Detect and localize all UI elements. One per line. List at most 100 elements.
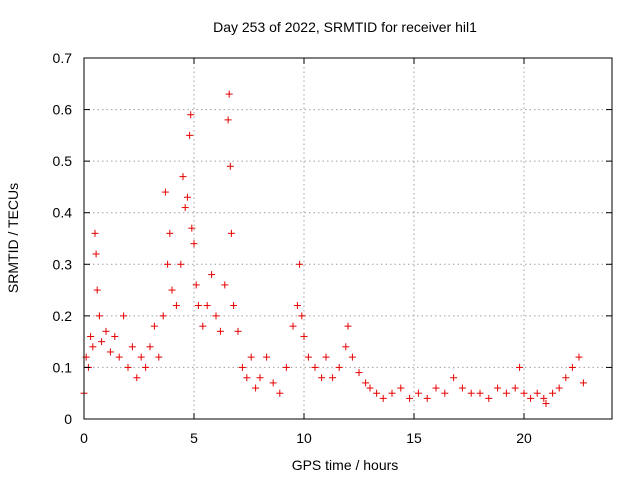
data-point [172, 302, 180, 310]
data-point [164, 260, 172, 268]
data-point [397, 384, 405, 392]
data-point [190, 240, 198, 248]
data-point [311, 363, 319, 371]
data-point [98, 338, 106, 346]
data-point [166, 229, 174, 237]
data-point [128, 343, 136, 351]
grid [84, 58, 612, 419]
y-tick-label: 0.3 [53, 256, 73, 272]
data-point [344, 322, 352, 330]
data-point [188, 224, 196, 232]
data-point [502, 389, 510, 397]
data-point [92, 250, 100, 258]
data-point [362, 379, 370, 387]
data-point [540, 394, 548, 402]
data-point [146, 343, 154, 351]
data-point [225, 90, 233, 98]
data-point [282, 363, 290, 371]
data-point [181, 204, 189, 212]
data-point [458, 384, 466, 392]
data-point [562, 374, 570, 382]
data-point [406, 394, 414, 402]
y-tick-label: 0 [64, 411, 72, 427]
x-tick-label: 15 [406, 430, 422, 446]
y-tick-label: 0.6 [53, 102, 73, 118]
data-point [533, 389, 541, 397]
data-point [520, 389, 528, 397]
data-point [177, 260, 185, 268]
data-point [227, 229, 235, 237]
data-point [183, 193, 191, 201]
data-point [568, 363, 576, 371]
data-point [450, 374, 458, 382]
data-point [106, 348, 114, 356]
y-axis-label: SRMTID / TECUs [5, 183, 21, 293]
y-tick-label: 0.7 [53, 50, 73, 66]
data-point [212, 312, 220, 320]
data-point [155, 353, 163, 361]
data-point [91, 229, 99, 237]
data-point [298, 312, 306, 320]
data-point [366, 384, 374, 392]
data-point [159, 312, 167, 320]
data-point [542, 400, 550, 408]
data-point [293, 302, 301, 310]
data-point [318, 374, 326, 382]
data-point [549, 389, 557, 397]
data-point [575, 353, 583, 361]
y-tick-label: 0.5 [53, 153, 73, 169]
data-point [511, 384, 519, 392]
data-point [115, 353, 123, 361]
data-point [234, 327, 242, 335]
data-point [516, 363, 524, 371]
data-points [80, 90, 587, 408]
data-point [89, 343, 97, 351]
data-point [208, 271, 216, 279]
data-point [87, 332, 95, 340]
data-point [263, 353, 271, 361]
data-point [230, 302, 238, 310]
data-point [527, 394, 535, 402]
plot-frame [83, 57, 613, 420]
data-point [379, 394, 387, 402]
axis-ticks: 0 0.1 0.2 0.3 0.4 0.5 0.6 0.7 0 5 10 15 20 [53, 50, 612, 446]
data-point [120, 312, 128, 320]
data-point [150, 322, 158, 330]
data-point [224, 116, 232, 124]
data-point [342, 343, 350, 351]
x-axis-label: GPS time / hours [292, 457, 399, 473]
x-tick-label: 0 [80, 430, 88, 446]
x-tick-label: 5 [190, 430, 198, 446]
data-point [199, 322, 207, 330]
data-point [226, 162, 234, 170]
data-point [102, 327, 110, 335]
data-point [296, 260, 304, 268]
data-point [238, 363, 246, 371]
data-point [124, 363, 132, 371]
data-point [485, 394, 493, 402]
x-tick-label: 20 [516, 430, 532, 446]
data-point [423, 394, 431, 402]
data-point [179, 173, 187, 181]
data-point [335, 363, 343, 371]
data-point [247, 353, 255, 361]
data-point [555, 384, 563, 392]
data-point [322, 353, 330, 361]
data-point [161, 188, 169, 196]
data-point [373, 389, 381, 397]
data-point [111, 332, 119, 340]
data-point [494, 384, 502, 392]
data-point [137, 353, 145, 361]
y-tick-label: 0.2 [53, 308, 73, 324]
data-point [276, 389, 284, 397]
data-point [168, 286, 176, 294]
data-point [187, 111, 195, 119]
data-point [355, 369, 363, 377]
data-point [388, 389, 396, 397]
data-point [186, 131, 194, 139]
data-point [289, 322, 297, 330]
data-point [579, 379, 587, 387]
data-point [476, 389, 484, 397]
data-point [256, 374, 264, 382]
